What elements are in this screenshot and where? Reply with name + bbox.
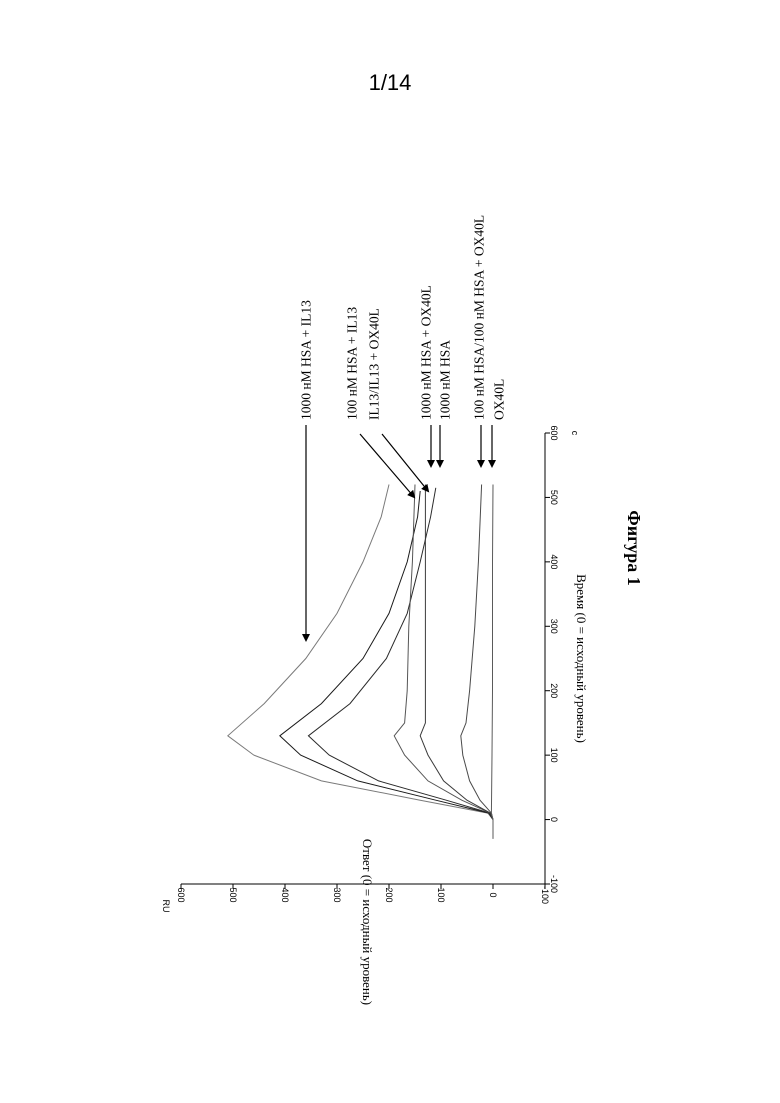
series-label: 1000 нМ HSA + IL13 [299,300,314,420]
y-tick-label: 600 [176,887,186,902]
figure-caption: Фигура 1 [624,510,644,586]
series-line [491,485,493,839]
series-line [461,485,493,820]
x-tick-label: 600 [549,425,559,440]
y-tick-label: 0 [488,892,498,897]
series-label: 1000 нМ HSA + OX40L [419,285,434,420]
x-axis-title: Время (0 = исходный уровень) [574,574,589,743]
y-tick-label: 300 [332,887,342,902]
series-line [280,491,493,820]
y-axis-title: Ответ (0 = исходный уровень) [360,839,375,1005]
series-label: 100 нМ HSA/100 нМ HSA + OX40L [472,215,487,420]
x-tick-label: 0 [549,817,559,822]
x-tick-label: 300 [549,619,559,634]
x-axis-unit: с [570,431,580,436]
x-tick-label: 500 [549,490,559,505]
y-tick-label: -100 [540,886,550,904]
series-arrow [382,434,428,491]
series-arrow [360,434,414,497]
series-label: 100 нМ HSA + IL13 [345,307,360,420]
x-tick-label: 100 [549,748,559,763]
y-tick-label: 200 [384,887,394,902]
y-tick-label: 400 [280,887,290,902]
y-axis-unit: RU [161,900,171,913]
series-label: OX40L [492,379,507,420]
series-label: 1000 нМ HSA [438,340,453,420]
y-tick-label: 100 [436,887,446,902]
y-tick-label: 500 [228,887,238,902]
series-line [420,485,493,820]
series-line [394,485,493,820]
x-tick-label: 200 [549,683,559,698]
series-label: IL13/IL13 + OX40L [367,308,382,420]
series-line [308,488,493,820]
plot-area: -1000100200300400500600-1000100200300400… [161,215,589,1005]
series-line [228,485,493,820]
x-tick-label: 400 [549,554,559,569]
